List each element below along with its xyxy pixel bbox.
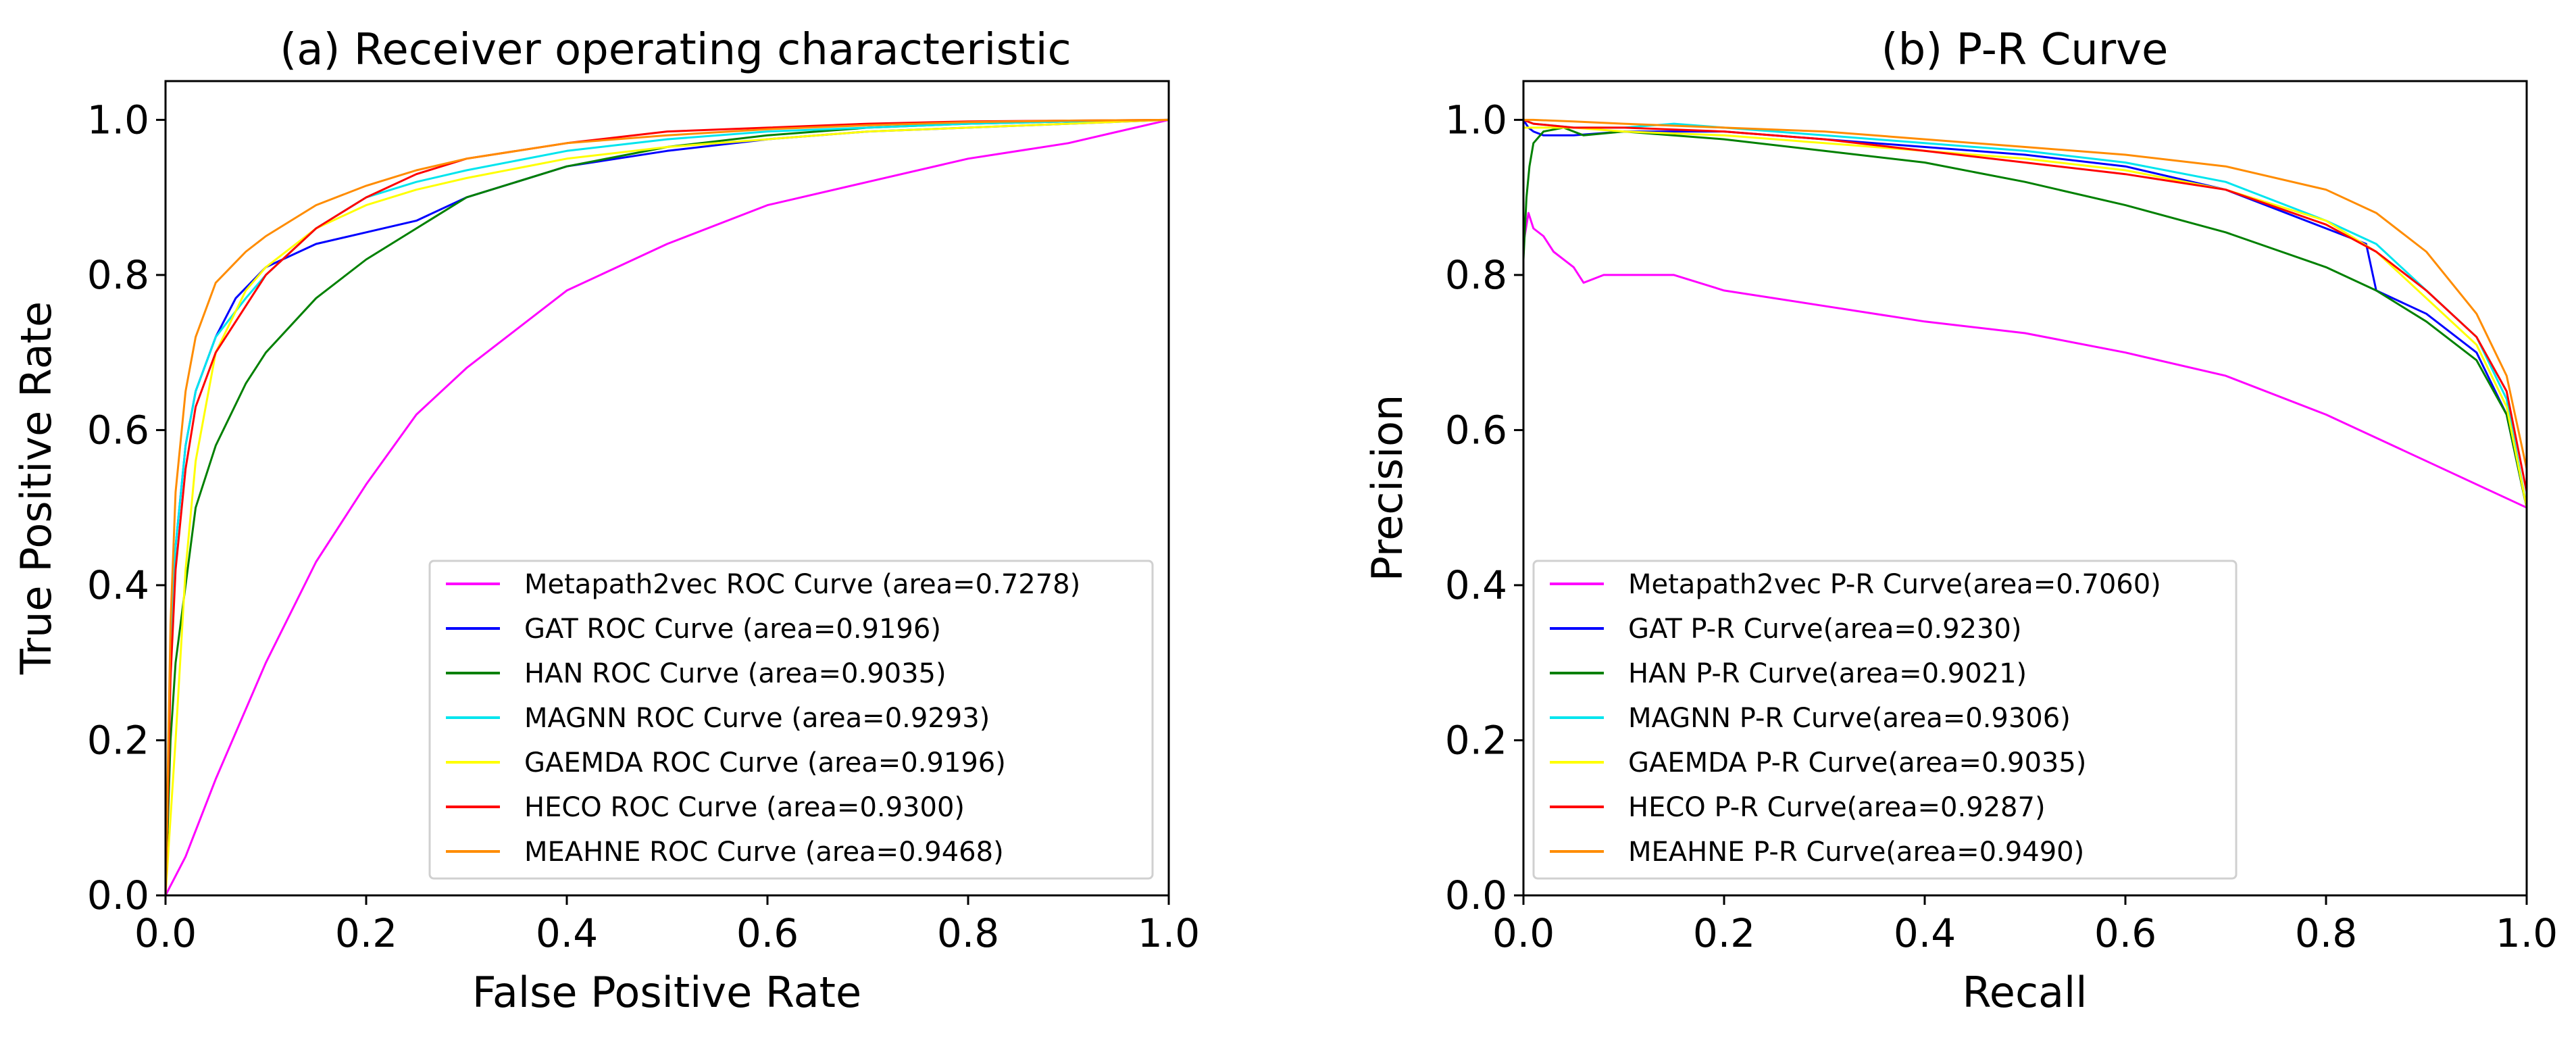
pr-series-line-0 [1522,212,2528,509]
roc-series-line-6 [164,118,1170,897]
pr-legend-box [1532,560,2238,880]
roc-legend-label-0: Metapath2vec ROC Curve (area=0.7278) [524,569,1080,600]
pr-series-line-2 [1522,126,2528,509]
pr-x-tick-label: 0.0 [1492,910,1555,956]
pr-legend-label-2: HAN P-R Curve(area=0.9021) [1628,658,2027,689]
roc-plot-frame [164,80,1170,897]
pr-series-line-4 [1522,126,2528,509]
pr-legend-label-3: MAGNN P-R Curve(area=0.9306) [1628,703,2071,734]
roc-x-tick-label: 0.6 [736,910,799,956]
roc-y-tick-label: 1.0 [87,97,149,143]
roc-series-line-5 [164,118,1170,897]
pr-legend-label-5: HECO P-R Curve(area=0.9287) [1628,792,2046,823]
roc-legend: Metapath2vec ROC Curve (area=0.7278) GAT … [428,560,1154,880]
pr-series-line-1 [1522,118,2528,509]
roc-legend-label-3: MAGNN ROC Curve (area=0.9293) [524,703,990,734]
pr-legend-label-4: GAEMDA P-R Curve(area=0.9035) [1628,747,2086,778]
pr-y-tick-label: 0.2 [1445,717,1507,763]
roc-legend-label-1: GAT ROC Curve (area=0.9196) [524,614,941,645]
pr-y-tick-label: 1.0 [1445,97,1507,143]
roc-chart-title: (a) Receiver operating characteristic [280,25,1071,75]
roc-y-axis-label: True Positive Rate [11,301,61,675]
pr-legend-label-6: MEAHNE P-R Curve(area=0.9490) [1628,837,2084,868]
roc-legend-label-5: HECO ROC Curve (area=0.9300) [524,792,965,823]
pr-x-ticks: 0.0 0.2 0.4 0.6 0.8 1.0 [1492,895,2558,956]
pr-chart-title: (b) P-R Curve [1882,25,2169,75]
roc-x-tick-label: 0.4 [536,910,598,956]
pr-x-axis-label: Recall [1963,968,2088,1017]
pr-y-tick-label: 0.8 [1445,252,1507,298]
pr-series-line-6 [1522,118,2528,470]
roc-curves [164,118,1170,897]
pr-legend: Metapath2vec P-R Curve(area=0.7060) GAT P… [1532,560,2238,880]
pr-x-tick-label: 0.2 [1693,910,1755,956]
roc-y-tick-label: 0.0 [87,872,149,918]
pr-x-tick-label: 1.0 [2496,910,2558,956]
roc-legend-label-2: HAN ROC Curve (area=0.9035) [524,658,946,689]
pr-x-tick-label: 0.4 [1894,910,1956,956]
pr-series-line-3 [1522,118,2528,509]
pr-curves [1522,118,2528,509]
pr-legend-label-0: Metapath2vec P-R Curve(area=0.7060) [1628,569,2161,600]
roc-legend-box [428,560,1154,880]
pr-y-ticks: 0.0 0.2 0.4 0.6 0.8 1.0 [1445,97,1523,918]
pr-y-tick-label: 0.6 [1445,407,1507,453]
pr-series-line-5 [1522,118,2528,493]
pr-x-tick-label: 0.8 [2295,910,2357,956]
roc-x-ticks: 0.0 0.2 0.4 0.6 0.8 1.0 [134,895,1200,956]
pr-panel: (b) P-R Curve 0.0 0.2 0.4 0.6 0.8 1.0 0.00.20… [1363,25,2558,1017]
pr-legend-label-1: GAT P-R Curve(area=0.9230) [1628,614,2021,645]
roc-series-line-4 [164,118,1170,897]
roc-legend-label-4: GAEMDA ROC Curve (area=0.9196) [524,747,1006,778]
roc-y-tick-label: 0.4 [87,562,149,608]
roc-y-tick-label: 0.8 [87,252,149,298]
roc-y-tick-label: 0.2 [87,717,149,763]
pr-x-tick-label: 0.6 [2094,910,2156,956]
roc-legend-label-6: MEAHNE ROC Curve (area=0.9468) [524,837,1004,868]
roc-panel: (a) Receiver operating characteristic 0.… [11,25,1200,1017]
roc-x-tick-label: 0.8 [937,910,999,956]
pr-y-axis-label: Precision [1363,395,1412,582]
roc-series-line-0 [164,118,1170,897]
roc-y-tick-label: 0.6 [87,407,149,453]
roc-x-tick-label: 0.2 [335,910,397,956]
pr-y-tick-label: 0.0 [1445,872,1507,918]
roc-x-axis-label: False Positive Rate [472,968,861,1017]
roc-x-tick-label: 1.0 [1138,910,1200,956]
pr-plot-frame [1522,80,2528,897]
pr-y-tick-label: 0.4 [1445,562,1507,608]
roc-y-ticks: 0.0 0.2 0.4 0.6 0.8 1.0 [87,97,166,918]
roc-x-tick-label: 0.0 [134,910,197,956]
